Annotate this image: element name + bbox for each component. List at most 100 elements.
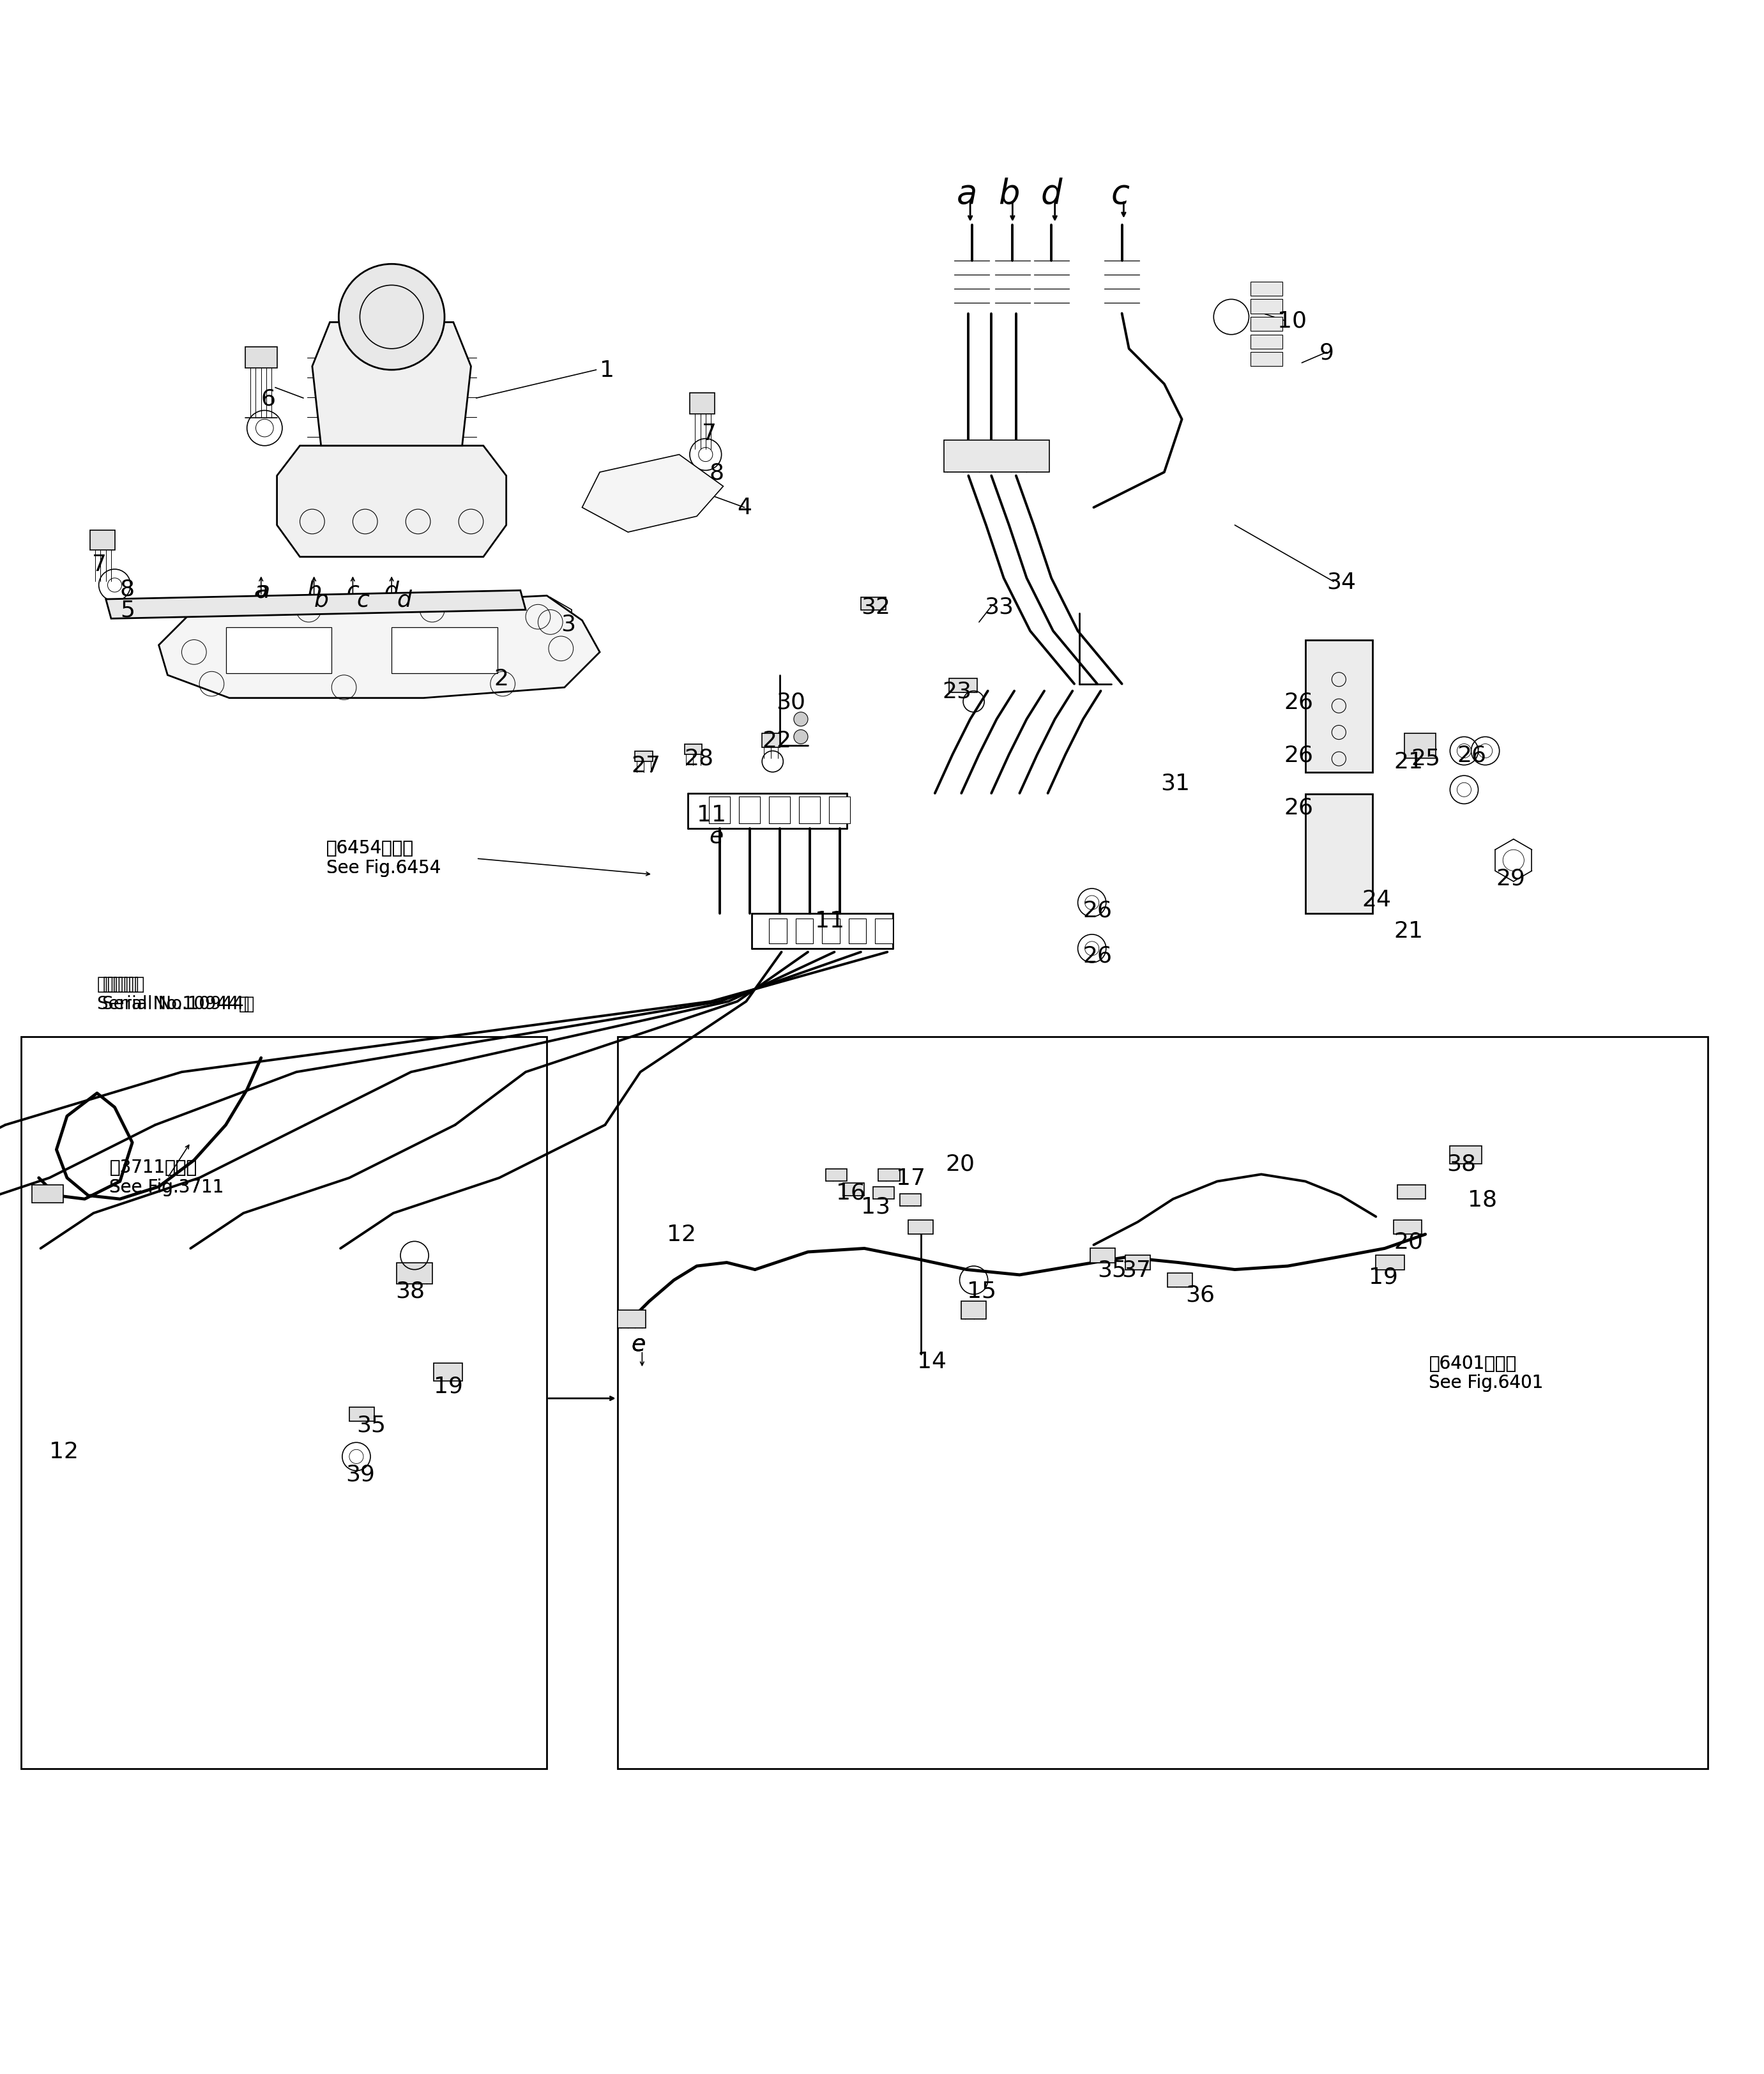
Text: 第3711図参照: 第3711図参照	[109, 1159, 198, 1176]
Text: 第6401図参照: 第6401図参照	[1429, 1354, 1517, 1373]
Text: 2: 2	[494, 668, 508, 691]
Bar	[1251, 282, 1282, 297]
Text: 39: 39	[346, 1464, 376, 1485]
Text: 5: 5	[120, 599, 134, 620]
Bar	[822, 919, 840, 944]
Bar	[799, 796, 820, 823]
Bar	[434, 1363, 462, 1381]
Text: 22: 22	[762, 730, 792, 751]
Bar	[709, 796, 730, 823]
Text: 24: 24	[1362, 888, 1392, 910]
Bar	[961, 1302, 986, 1319]
Text: 32: 32	[861, 595, 891, 618]
Text: 33: 33	[984, 595, 1014, 618]
Text: a: a	[956, 178, 977, 212]
Text: 第6454図参照: 第6454図参照	[326, 840, 415, 857]
Text: 26: 26	[1284, 691, 1314, 713]
Bar	[32, 1184, 64, 1203]
Bar	[873, 1186, 894, 1199]
Polygon shape	[159, 595, 600, 699]
Bar	[900, 1195, 921, 1207]
Text: 8: 8	[709, 463, 723, 483]
Text: See Fig.6454: See Fig.6454	[326, 859, 441, 877]
Text: 21: 21	[1394, 751, 1424, 774]
Text: 38: 38	[395, 1280, 425, 1302]
Bar	[1305, 794, 1372, 913]
Text: 28: 28	[684, 747, 714, 769]
Bar	[826, 1170, 847, 1182]
Bar	[878, 1170, 900, 1182]
Text: 9: 9	[1319, 342, 1334, 363]
Bar	[739, 796, 760, 823]
Text: 4: 4	[737, 498, 751, 518]
Bar	[1251, 317, 1282, 332]
Text: 25: 25	[1411, 747, 1441, 769]
Bar	[769, 796, 790, 823]
Text: 第6401図参照: 第6401図参照	[1429, 1354, 1517, 1373]
Bar	[690, 394, 714, 415]
Bar	[1376, 1255, 1404, 1269]
Text: 8: 8	[120, 579, 134, 599]
Bar	[829, 796, 850, 823]
Bar	[90, 531, 115, 550]
Bar	[1397, 1184, 1425, 1199]
Text: 7: 7	[92, 554, 106, 574]
Text: See Fig.3711: See Fig.3711	[109, 1178, 224, 1197]
Text: 38: 38	[1446, 1153, 1476, 1174]
Text: 36: 36	[1185, 1284, 1215, 1305]
Bar	[762, 734, 780, 749]
Text: e: e	[632, 1334, 646, 1354]
Polygon shape	[277, 446, 506, 558]
Bar	[21, 1037, 547, 1769]
Bar	[392, 628, 497, 674]
Text: 7: 7	[702, 423, 716, 444]
Text: 第6454図参照: 第6454図参照	[326, 840, 415, 857]
Text: See Fig.6454: See Fig.6454	[326, 859, 441, 877]
Text: 14: 14	[917, 1350, 947, 1373]
Bar	[1394, 1220, 1422, 1234]
Bar	[944, 442, 1050, 473]
Text: 6: 6	[261, 388, 275, 409]
Bar	[684, 745, 702, 755]
Text: 26: 26	[1284, 745, 1314, 765]
Bar	[349, 1408, 374, 1421]
Text: 26: 26	[1284, 796, 1314, 819]
Bar	[1090, 1249, 1115, 1263]
Text: See Fig.6401: See Fig.6401	[1429, 1373, 1544, 1392]
Text: b: b	[307, 581, 321, 601]
Text: c: c	[356, 589, 369, 610]
Text: e: e	[632, 1334, 646, 1354]
Text: b: b	[998, 178, 1020, 212]
Bar	[1251, 301, 1282, 313]
Text: 11: 11	[815, 910, 845, 931]
Text: 29: 29	[1496, 867, 1526, 890]
Bar	[875, 919, 893, 944]
Polygon shape	[312, 324, 471, 446]
Bar	[1305, 641, 1372, 772]
Text: 13: 13	[861, 1195, 891, 1217]
Text: 10: 10	[1277, 311, 1307, 332]
Polygon shape	[582, 454, 723, 533]
Circle shape	[339, 265, 445, 371]
Bar	[1251, 353, 1282, 367]
Bar	[1251, 336, 1282, 348]
Text: Serial No.10944～: Serial No.10944～	[102, 996, 254, 1012]
Text: 適用号機: 適用号機	[102, 975, 145, 993]
Bar	[908, 1220, 933, 1234]
Text: 12: 12	[667, 1224, 697, 1244]
Text: 35: 35	[1097, 1259, 1127, 1280]
Text: 第3711図参照: 第3711図参照	[109, 1159, 198, 1176]
Text: 35: 35	[356, 1414, 386, 1435]
Text: 1: 1	[600, 359, 614, 382]
Text: 30: 30	[776, 691, 806, 713]
Text: 12: 12	[49, 1441, 79, 1462]
Bar	[843, 1184, 864, 1197]
Text: 17: 17	[896, 1168, 926, 1188]
Circle shape	[794, 713, 808, 726]
Text: d: d	[397, 589, 411, 610]
Bar	[397, 1263, 432, 1284]
Bar	[245, 348, 277, 369]
Bar	[796, 919, 813, 944]
Text: 20: 20	[1394, 1230, 1424, 1253]
Bar	[1168, 1273, 1192, 1288]
